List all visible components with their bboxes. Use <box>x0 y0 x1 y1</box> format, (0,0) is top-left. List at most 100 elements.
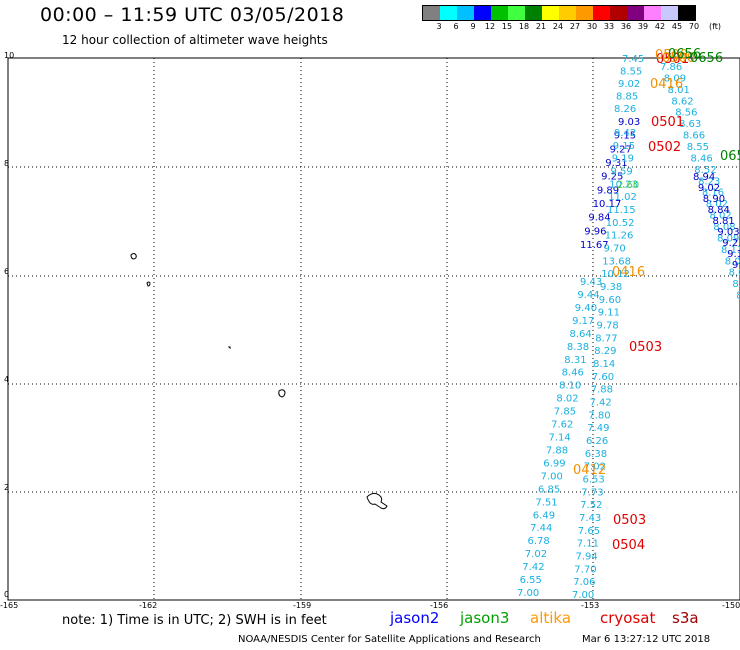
time-label: 0503 <box>629 340 662 355</box>
legend-label: 39 <box>637 22 649 31</box>
time-label: 0500 <box>662 51 695 66</box>
swh-value-label: 8.23 <box>698 176 720 187</box>
swh-value-label: 9.2 <box>732 260 740 271</box>
swh-value-label: 8.09 <box>729 268 740 279</box>
time-label: 0501 <box>656 52 689 67</box>
sat-cryosat: cryosat <box>600 609 656 627</box>
legend-label: 21 <box>535 22 547 31</box>
swh-value-label: 6.85 <box>538 484 560 495</box>
swh-value-label: 7.00 <box>572 590 594 601</box>
swh-value-label: 6.49 <box>533 510 555 521</box>
legend-swatch <box>457 6 474 20</box>
legend-label: 42 <box>654 22 666 31</box>
y-tick-3: 4 <box>4 375 10 384</box>
swh-value-label: 7.86 <box>660 62 682 73</box>
swh-value-label: 7.43 <box>579 513 601 524</box>
swh-value-label: 8.02 <box>556 394 578 405</box>
time-label: 0501 <box>651 115 684 130</box>
swh-value-label: 8.31 <box>564 355 586 366</box>
swh-value-label: 8.90 <box>703 194 725 205</box>
swh-value-label: 9.25 <box>601 172 623 183</box>
legend-label: (ft) <box>708 22 722 31</box>
swh-value-label: 9.17 <box>727 249 740 260</box>
swh-value-label: 9.02 <box>698 183 720 194</box>
units-note: note: 1) Time is in UTC; 2) SWH is in fe… <box>62 613 327 628</box>
swh-value-label: 7.94 <box>576 552 598 563</box>
legend-label: 3 <box>436 22 442 31</box>
swh-value-label: 8.55 <box>687 142 709 153</box>
swh-value-label: 8.77 <box>595 333 617 344</box>
swh-value-label: 7.62 <box>551 420 573 431</box>
swh-value-label: 9.11 <box>598 308 620 319</box>
time-label: 0500 <box>655 48 688 63</box>
legend-swatch <box>491 6 508 20</box>
time-label: 0656 <box>720 149 740 164</box>
swh-value-label: 8.38 <box>567 342 589 353</box>
swh-value-label: 7.88 <box>591 385 613 396</box>
swh-value-label: 7.73 <box>581 487 603 498</box>
swh-value-label: 8.94 <box>693 172 715 183</box>
swh-value-label: 8.81 <box>713 216 735 227</box>
island-maui <box>366 492 388 510</box>
swh-value-label: 10.23 <box>609 179 638 190</box>
legend-color-bar <box>422 5 696 21</box>
legend-swatch <box>576 6 593 20</box>
swh-value-label: 8.02 <box>710 211 732 222</box>
swh-value-label: 11.26 <box>605 231 634 242</box>
swh-value-label: 7.65 <box>578 526 600 537</box>
legend-label: 70 <box>688 22 700 31</box>
swh-value-label: 9.02 <box>618 79 640 90</box>
swh-value-label: 8.11 <box>721 245 740 256</box>
swh-value-label: 8.22 <box>732 279 740 290</box>
swh-value-label: 8.02 <box>706 199 728 210</box>
legend-label: 12 <box>484 22 496 31</box>
swh-value-label: 8.52 <box>694 165 716 176</box>
swh-value-label: 6.99 <box>543 458 565 469</box>
page-subtitle: 12 hour collection of altimeter wave hei… <box>62 33 328 47</box>
swh-value-label: 9.03 <box>618 117 640 128</box>
swh-value-label: 8.14 <box>593 359 615 370</box>
y-tick-5: 8 <box>4 159 10 168</box>
legend-swatch <box>508 6 525 20</box>
swh-value-label: 8.01 <box>668 85 690 96</box>
swh-value-label: 7.80 <box>588 410 610 421</box>
swh-value-label: 7.70 <box>574 564 596 575</box>
x-tick-5: -153 <box>581 601 600 610</box>
swh-value-label: 7.00 <box>517 588 539 599</box>
time-label: 0503 <box>613 513 646 528</box>
swh-value-label: 8.63 <box>679 119 701 130</box>
swh-value-label: 7.06 <box>573 577 595 588</box>
swh-value-label: 8.56 <box>675 108 697 119</box>
legend-swatch <box>627 6 644 20</box>
island-molokai <box>278 389 286 398</box>
footer-timestamp: Mar 6 13:27:12 UTC 2018 <box>582 634 711 645</box>
swh-value-label: 10.17 <box>593 199 622 210</box>
swh-value-label: 9.89 <box>597 185 619 196</box>
legend-label: 24 <box>552 22 564 31</box>
swh-value-label: 9.42 <box>614 128 636 139</box>
swh-value-label: 7.51 <box>535 497 557 508</box>
x-tick-1: -165 <box>0 601 19 610</box>
swh-value-label: 9.78 <box>597 321 619 332</box>
island-niihau <box>146 281 151 287</box>
legend-label: 36 <box>620 22 632 31</box>
swh-value-label: 8.62 <box>671 96 693 107</box>
x-tick-3: -159 <box>293 601 312 610</box>
swh-value-label: 6.55 <box>520 575 542 586</box>
legend-label: 33 <box>603 22 615 31</box>
legend-label: 18 <box>518 22 530 31</box>
swh-value-label: 9.84 <box>588 213 610 224</box>
swh-value-label: 7.88 <box>546 446 568 457</box>
time-labels: 0501 0501 0502 0503 0503 0504 0416 0416 0412 0500… <box>573 47 740 553</box>
swh-value-label: 8.66 <box>683 131 705 142</box>
swh-value-label: 8.46 <box>562 368 584 379</box>
swh-value-label: 9.17 <box>572 316 594 327</box>
legend-swatch <box>440 6 457 20</box>
island-islet <box>227 346 231 350</box>
swh-value-label: 8.85 <box>616 92 638 103</box>
legend-label: 6 <box>453 22 459 31</box>
legend-swatch <box>644 6 661 20</box>
sat-s3a: s3a <box>672 609 699 627</box>
x-tick-2: -162 <box>139 601 158 610</box>
